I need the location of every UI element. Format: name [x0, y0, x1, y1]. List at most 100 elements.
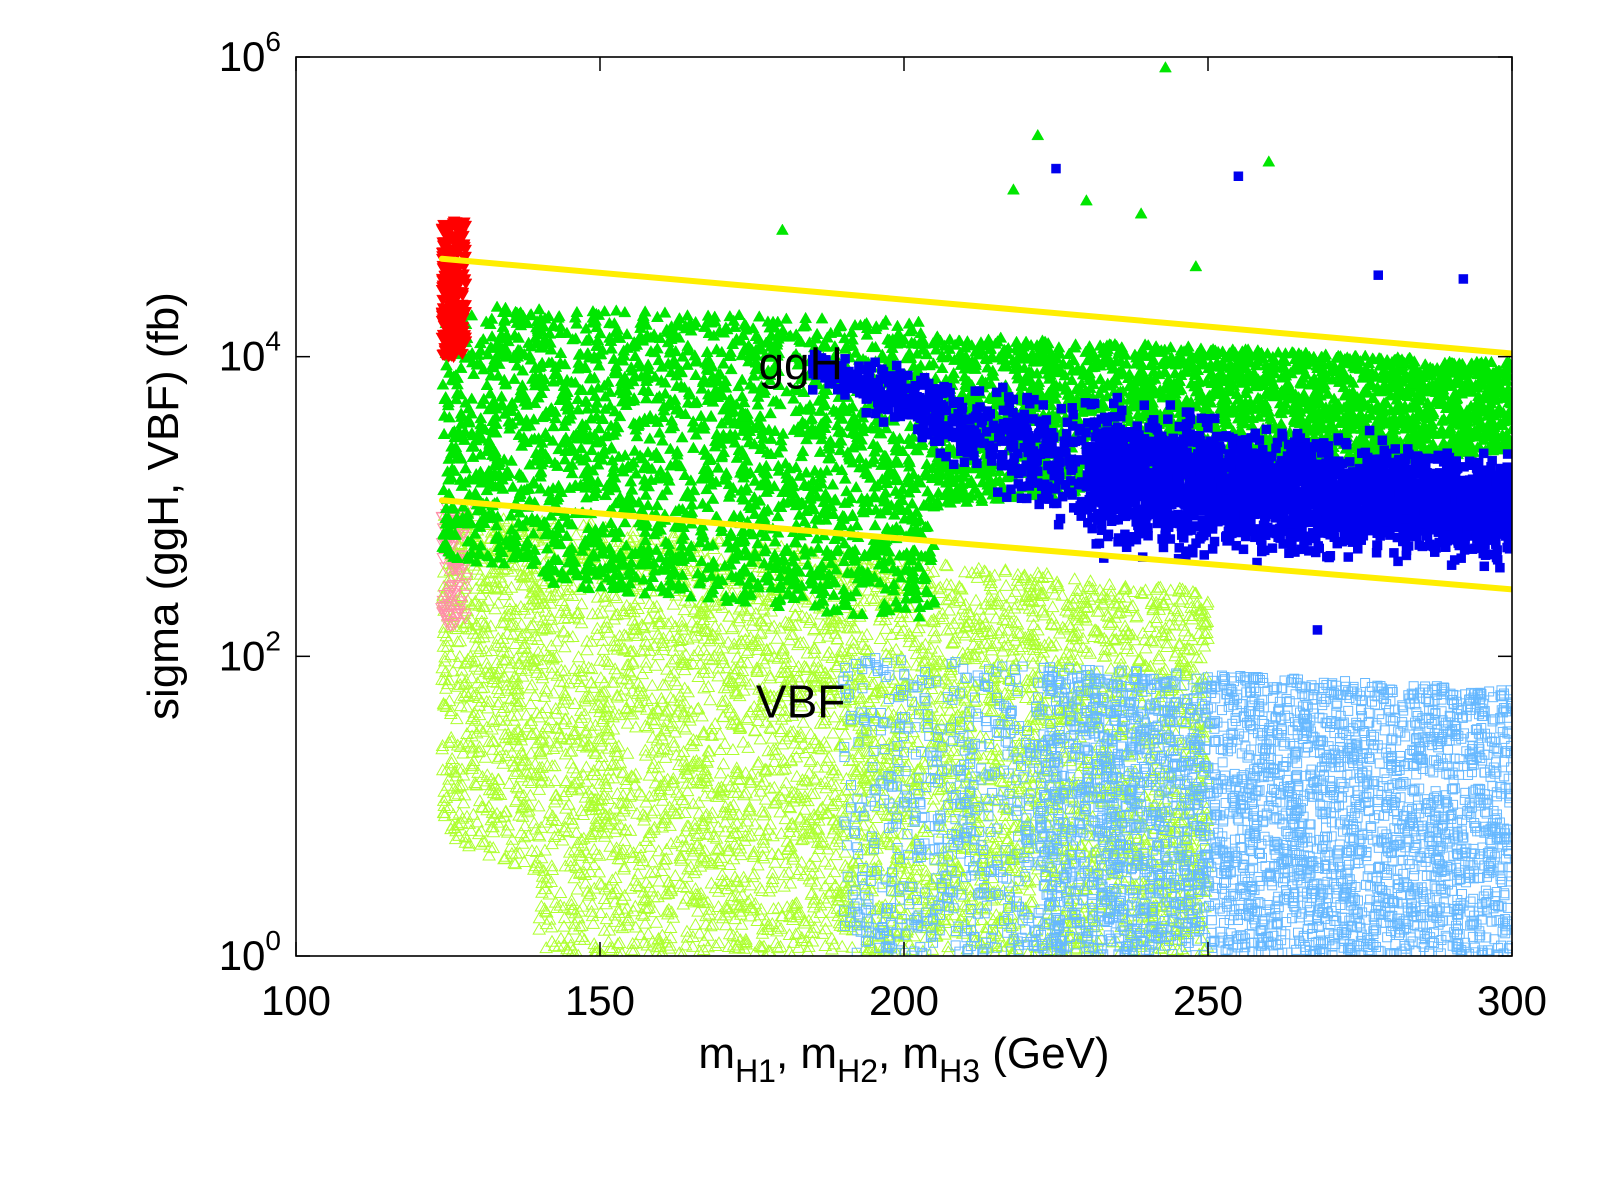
scatter-point — [716, 783, 731, 796]
scatter-point — [524, 632, 539, 645]
scatter-point — [1167, 602, 1182, 615]
scatter-point — [639, 702, 654, 715]
scatter-point — [691, 701, 706, 714]
scatter-point — [685, 615, 699, 628]
scatter-point — [823, 872, 838, 885]
scatter-point — [773, 939, 788, 952]
scatter-point — [755, 884, 769, 897]
scatter-point — [705, 857, 720, 870]
scatter-point — [446, 664, 460, 677]
scatter-point — [996, 775, 1010, 788]
scatter-point — [708, 598, 723, 611]
scatter-point — [801, 830, 815, 843]
scatter-point — [827, 837, 842, 850]
scatter-point — [463, 649, 478, 662]
scatter-point — [788, 927, 803, 940]
scatter-point — [807, 771, 822, 784]
scatter-point — [1135, 586, 1150, 599]
scatter-point — [436, 696, 451, 709]
scatter-point — [727, 780, 742, 793]
scatter-point — [943, 703, 958, 716]
scatter-point — [827, 710, 842, 723]
scatter-point — [1149, 611, 1164, 624]
scatter-point — [1143, 659, 1158, 672]
scatter-point — [910, 735, 925, 748]
scatter-point — [932, 703, 947, 716]
scatter-point — [596, 642, 611, 655]
scatter-point — [794, 833, 809, 846]
scatter-point — [454, 816, 469, 829]
scatter-point — [608, 662, 622, 675]
scatter-point — [730, 826, 745, 839]
scatter-point — [668, 725, 682, 738]
scatter-point — [1118, 581, 1133, 594]
scatter-point — [534, 747, 549, 760]
scatter-point — [853, 783, 867, 796]
scatter-point — [704, 610, 719, 623]
scatter-point — [598, 594, 613, 607]
scatter-point — [1154, 666, 1169, 679]
scatter-point — [812, 739, 827, 752]
scatter-point — [594, 734, 609, 747]
scatter-point — [770, 924, 784, 937]
scatter-point — [550, 792, 564, 805]
scatter-point — [897, 655, 912, 668]
scatter-point — [639, 655, 654, 668]
scatter-point — [628, 873, 643, 886]
scatter-point — [609, 821, 624, 834]
scatter-point — [879, 694, 894, 707]
scatter-point — [992, 589, 1007, 602]
scatter-point — [696, 850, 711, 863]
scatter-point — [637, 935, 651, 948]
scatter-point — [807, 732, 822, 745]
scatter-point — [791, 907, 805, 920]
scatter-point — [654, 728, 669, 741]
scatter-point — [811, 822, 826, 835]
scatter-point — [823, 857, 838, 870]
scatter-point — [758, 691, 773, 704]
scatter-point — [524, 727, 539, 740]
scatter-point — [490, 682, 505, 695]
scatter-point — [960, 754, 975, 767]
scatter-point — [1026, 604, 1040, 617]
scatter-point — [574, 948, 583, 956]
scatter-point — [738, 674, 752, 687]
scatter-point — [613, 796, 628, 809]
scatter-point — [920, 825, 935, 838]
scatter-point — [646, 619, 661, 632]
scatter-point — [515, 629, 530, 642]
scatter-point — [1085, 846, 1100, 859]
scatter-point — [617, 862, 631, 875]
scatter-point — [553, 885, 568, 899]
scatter-point — [680, 784, 695, 797]
scatter-point — [595, 947, 605, 956]
scatter-point — [442, 800, 456, 813]
scatter-point — [1008, 819, 1023, 832]
scatter-point — [677, 603, 692, 616]
scatter-point — [638, 743, 653, 756]
scatter-point — [595, 633, 610, 646]
scatter-point — [1120, 641, 1135, 654]
scatter-point — [998, 563, 1013, 576]
scatter-point — [864, 592, 878, 605]
scatter-point — [526, 862, 541, 875]
scatter-point — [633, 928, 648, 941]
scatter-point — [857, 594, 872, 607]
scatter-point — [797, 802, 812, 815]
scatter-point — [778, 856, 793, 869]
scatter-point — [657, 857, 671, 870]
scatter-point — [620, 918, 635, 931]
scatter-point — [861, 942, 876, 955]
scatter-point — [561, 582, 575, 595]
scatter-point — [453, 634, 468, 647]
scatter-point — [664, 836, 678, 849]
scatter-point — [661, 702, 676, 715]
scatter-point — [984, 808, 998, 821]
scatter-point — [474, 824, 489, 837]
scatter-point — [803, 925, 818, 938]
scatter-point — [676, 880, 691, 893]
scatter-point — [782, 928, 797, 941]
scatter-point — [527, 689, 542, 702]
scatter-point — [635, 667, 650, 680]
scatter-point — [1133, 586, 1148, 599]
